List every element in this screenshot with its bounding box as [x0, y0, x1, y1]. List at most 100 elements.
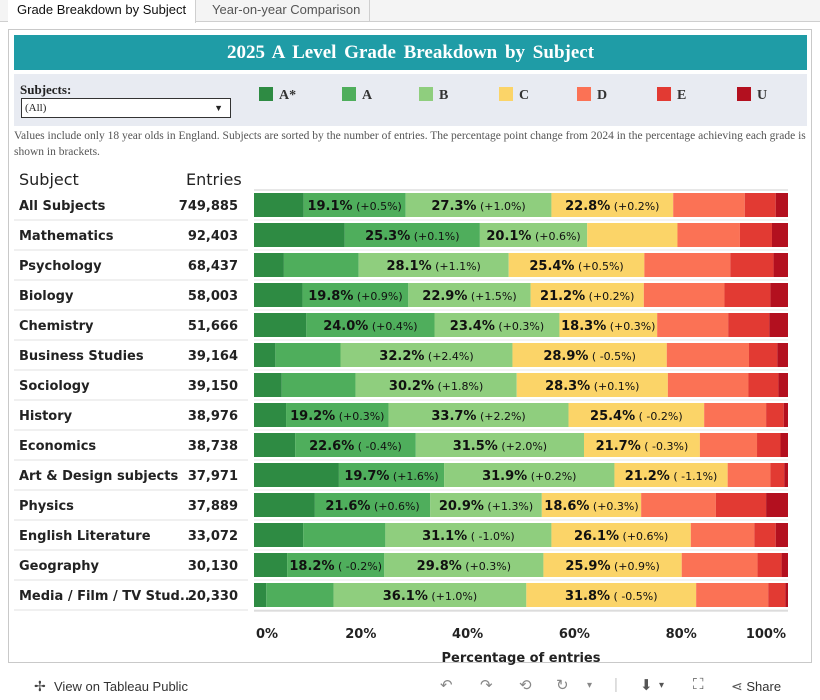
- bar-segment-E: [757, 553, 782, 577]
- bar-segment-A: [344, 223, 480, 247]
- undo-icon[interactable]: ↶: [440, 677, 453, 694]
- data-label: 26.1% (+0.6%): [574, 529, 668, 544]
- bar-segment-A*: [254, 343, 276, 367]
- x-axis-title: Percentage of entries: [442, 651, 601, 666]
- data-label: 25.9% (+0.9%): [565, 559, 659, 574]
- bar-segment-U: [769, 313, 788, 337]
- bar-segment-A: [306, 313, 435, 337]
- legend-swatch: [419, 87, 433, 101]
- subject-label: Psychology: [19, 259, 102, 274]
- bar-segment-A: [283, 253, 359, 277]
- legend-label: A: [362, 88, 373, 103]
- entries-value: 749,885: [179, 199, 238, 214]
- bar-segment-A: [286, 403, 389, 427]
- bar-segment-C: [530, 283, 644, 307]
- bar-segment-U: [766, 493, 788, 517]
- bar-segment-C: [512, 343, 667, 367]
- subject-label: Economics: [19, 439, 96, 454]
- refresh-options-chevron-icon[interactable]: ▾: [587, 680, 593, 691]
- data-label: 19.7% (+1.6%): [344, 469, 438, 484]
- x-tick-label: 60%: [559, 627, 590, 642]
- bar-segment-U: [775, 523, 788, 547]
- data-label: 28.1% (+1.1%): [387, 259, 481, 274]
- bar-segment-C: [526, 583, 697, 607]
- bar-segment-C: [587, 223, 678, 247]
- download-icon[interactable]: ⬇: [640, 677, 653, 694]
- subjects-filter-value: (All): [25, 102, 47, 114]
- bar-segment-E: [730, 253, 774, 277]
- bar-segment-A*: [254, 523, 304, 547]
- subjects-filter-label: Subjects:: [20, 82, 72, 97]
- data-label: 28.3% (+0.1%): [545, 379, 639, 394]
- download-options-chevron-icon[interactable]: ▾: [659, 680, 665, 691]
- subjects-filter-dropdown[interactable]: (All) ▼: [21, 98, 231, 118]
- subject-label: Biology: [19, 289, 74, 304]
- bar-segment-A*: [254, 223, 345, 247]
- data-label: 25.4% ( -0.2%): [590, 409, 683, 424]
- tableau-toolbar: ✢ View on Tableau Public ↶ ↷ ⟲ ↻ ▾ | ⬇ ▾ …: [0, 672, 820, 700]
- data-label: 22.9% (+1.5%): [422, 289, 516, 304]
- bar-segment-B: [340, 343, 513, 367]
- legend-swatch: [259, 87, 273, 101]
- bar-segment-B: [358, 253, 509, 277]
- legend-label: D: [597, 88, 608, 103]
- bar-segment-E: [749, 343, 778, 367]
- chart-note: Values include only 18 year olds in Engl…: [14, 130, 806, 158]
- bar-segment-C: [508, 253, 645, 277]
- data-label: 21.2% ( -1.1%): [625, 469, 718, 484]
- bar-segment-U: [781, 553, 788, 577]
- bar-segment-D: [677, 223, 740, 247]
- bar-segment-D: [657, 313, 729, 337]
- entries-column-header: Entries: [186, 170, 242, 189]
- x-tick-label: 0%: [256, 627, 278, 642]
- bar-segment-D: [643, 283, 725, 307]
- tab-year-on-year[interactable]: Year-on-year Comparison: [203, 0, 371, 22]
- legend-label: C: [519, 88, 530, 103]
- data-label: 21.7% ( -0.3%): [596, 439, 689, 454]
- bar-segment-A: [281, 373, 356, 397]
- entries-value: 30,130: [188, 559, 238, 574]
- tab-grade-breakdown[interactable]: Grade Breakdown by Subject: [8, 0, 197, 23]
- bar-segment-D: [666, 343, 750, 367]
- bar-segment-C: [584, 433, 700, 457]
- bar-segment-A*: [254, 283, 303, 307]
- chevron-down-icon: ▼: [214, 103, 223, 113]
- x-tick-label: 40%: [452, 627, 483, 642]
- bar-segment-D: [667, 373, 749, 397]
- bar-segment-C: [551, 193, 674, 217]
- redo-icon[interactable]: ↷: [480, 677, 493, 694]
- bar-segment-A: [338, 463, 445, 487]
- data-label: 21.6% (+0.6%): [325, 499, 419, 514]
- share-button[interactable]: ⋖ Share: [731, 678, 781, 695]
- data-label: 29.8% (+0.3%): [417, 559, 511, 574]
- bar-segment-U: [777, 343, 788, 367]
- view-on-tableau-link[interactable]: ✢ View on Tableau Public: [34, 678, 188, 695]
- bar-segment-B: [333, 583, 527, 607]
- bar-segment-A: [303, 523, 386, 547]
- bar-segment-E: [724, 283, 771, 307]
- subject-label: Sociology: [19, 379, 90, 394]
- grade-stacked-bar-chart: All Subjects 749,885 19.1% (+0.5%) 27.3% (+…: [14, 189, 788, 666]
- refresh-icon[interactable]: ↻: [556, 677, 569, 694]
- revert-icon[interactable]: ⟲: [519, 677, 532, 694]
- bar-segment-C: [541, 493, 642, 517]
- bar-segment-U: [780, 433, 788, 457]
- data-label: 31.5% (+2.0%): [453, 439, 547, 454]
- bar-segment-A*: [254, 583, 267, 607]
- bar-segment-U: [784, 463, 788, 487]
- bar-segment-D: [690, 523, 755, 547]
- entries-value: 68,437: [188, 259, 238, 274]
- bar-segment-E: [744, 193, 776, 217]
- entries-value: 33,072: [188, 529, 238, 544]
- bar-segment-D: [699, 433, 758, 457]
- data-label: 20.1% (+0.6%): [486, 229, 580, 244]
- bar-segment-U: [773, 253, 788, 277]
- data-label: 18.2% ( -0.2%): [289, 559, 382, 574]
- data-label: 33.7% (+2.2%): [431, 409, 525, 424]
- data-label: 18.3% (+0.3%): [561, 319, 655, 334]
- bar-segment-C: [551, 523, 691, 547]
- bar-segment-B: [355, 373, 517, 397]
- entries-value: 92,403: [188, 229, 238, 244]
- subject-label: History: [19, 409, 73, 424]
- fullscreen-icon[interactable]: ⛶: [693, 676, 704, 693]
